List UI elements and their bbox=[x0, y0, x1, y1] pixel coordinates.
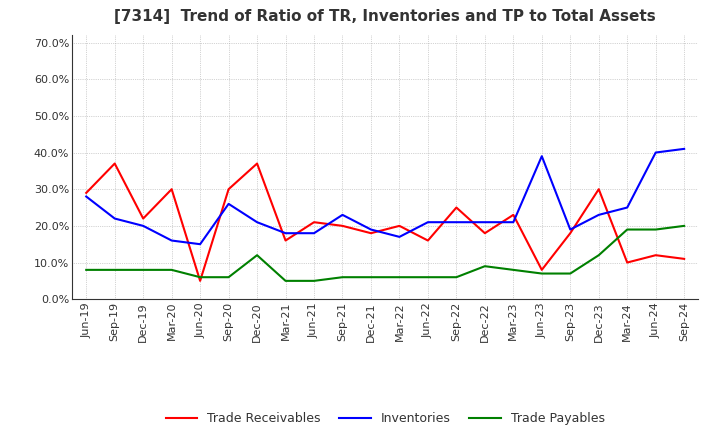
Trade Receivables bbox=[139, 216, 148, 221]
Inventories bbox=[423, 220, 432, 225]
Trade Payables bbox=[310, 278, 318, 283]
Trade Receivables bbox=[395, 223, 404, 228]
Line: Trade Receivables: Trade Receivables bbox=[86, 164, 684, 281]
Title: [7314]  Trend of Ratio of TR, Inventories and TP to Total Assets: [7314] Trend of Ratio of TR, Inventories… bbox=[114, 9, 656, 24]
Inventories bbox=[139, 223, 148, 228]
Trade Payables bbox=[680, 223, 688, 228]
Trade Payables bbox=[253, 253, 261, 258]
Trade Payables bbox=[395, 275, 404, 280]
Line: Trade Payables: Trade Payables bbox=[86, 226, 684, 281]
Inventories bbox=[623, 205, 631, 210]
Inventories bbox=[82, 194, 91, 199]
Trade Receivables bbox=[566, 231, 575, 236]
Legend: Trade Receivables, Inventories, Trade Payables: Trade Receivables, Inventories, Trade Pa… bbox=[161, 407, 610, 430]
Inventories bbox=[480, 220, 489, 225]
Trade Payables bbox=[537, 271, 546, 276]
Trade Receivables bbox=[225, 187, 233, 192]
Trade Receivables bbox=[82, 190, 91, 195]
Trade Payables bbox=[366, 275, 375, 280]
Trade Receivables bbox=[338, 223, 347, 228]
Inventories bbox=[282, 231, 290, 236]
Inventories bbox=[338, 212, 347, 217]
Trade Receivables bbox=[196, 278, 204, 283]
Trade Payables bbox=[623, 227, 631, 232]
Inventories bbox=[566, 227, 575, 232]
Trade Receivables bbox=[623, 260, 631, 265]
Trade Payables bbox=[452, 275, 461, 280]
Trade Payables bbox=[595, 253, 603, 258]
Inventories bbox=[509, 220, 518, 225]
Trade Payables bbox=[480, 264, 489, 269]
Inventories bbox=[366, 227, 375, 232]
Inventories bbox=[680, 146, 688, 151]
Trade Payables bbox=[110, 267, 119, 272]
Trade Receivables bbox=[366, 231, 375, 236]
Inventories bbox=[253, 220, 261, 225]
Line: Inventories: Inventories bbox=[86, 149, 684, 244]
Trade Payables bbox=[139, 267, 148, 272]
Inventories bbox=[110, 216, 119, 221]
Inventories bbox=[652, 150, 660, 155]
Inventories bbox=[452, 220, 461, 225]
Trade Receivables bbox=[167, 187, 176, 192]
Trade Payables bbox=[282, 278, 290, 283]
Trade Receivables bbox=[282, 238, 290, 243]
Trade Payables bbox=[82, 267, 91, 272]
Inventories bbox=[537, 154, 546, 159]
Trade Payables bbox=[566, 271, 575, 276]
Inventories bbox=[595, 212, 603, 217]
Trade Payables bbox=[652, 227, 660, 232]
Trade Receivables bbox=[452, 205, 461, 210]
Trade Receivables bbox=[480, 231, 489, 236]
Trade Receivables bbox=[680, 256, 688, 261]
Trade Payables bbox=[509, 267, 518, 272]
Trade Payables bbox=[225, 275, 233, 280]
Trade Receivables bbox=[253, 161, 261, 166]
Inventories bbox=[310, 231, 318, 236]
Trade Receivables bbox=[509, 212, 518, 217]
Inventories bbox=[225, 201, 233, 206]
Trade Payables bbox=[423, 275, 432, 280]
Inventories bbox=[167, 238, 176, 243]
Trade Receivables bbox=[537, 267, 546, 272]
Trade Payables bbox=[338, 275, 347, 280]
Trade Receivables bbox=[423, 238, 432, 243]
Trade Receivables bbox=[110, 161, 119, 166]
Trade Receivables bbox=[595, 187, 603, 192]
Inventories bbox=[395, 234, 404, 239]
Trade Receivables bbox=[652, 253, 660, 258]
Trade Receivables bbox=[310, 220, 318, 225]
Inventories bbox=[196, 242, 204, 247]
Trade Payables bbox=[196, 275, 204, 280]
Trade Payables bbox=[167, 267, 176, 272]
